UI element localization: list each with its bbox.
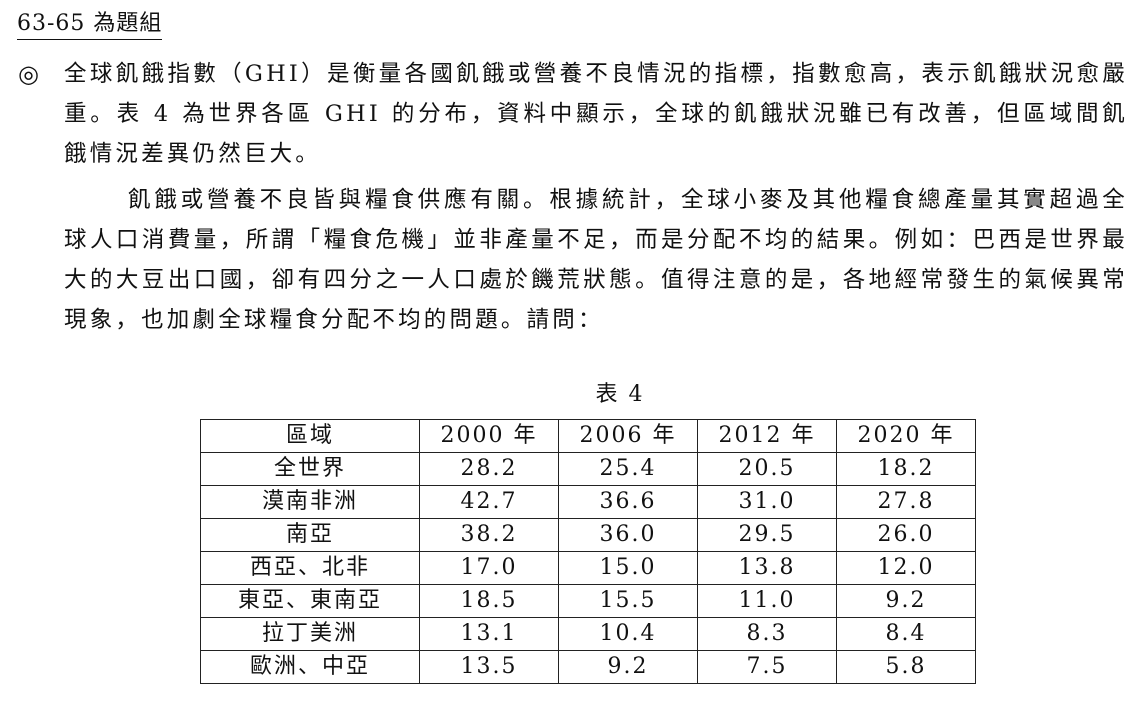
value-cell: 36.6 bbox=[558, 485, 698, 519]
region-cell: 拉丁美洲 bbox=[200, 617, 420, 651]
value-cell: 28.2 bbox=[419, 452, 559, 486]
context-paragraph: 飢餓或營養不良皆與糧食供應有關。根據統計，全球小麥及其他糧食總產量其實超過全球人… bbox=[64, 187, 1128, 333]
table-row: 歐洲、中亞 13.5 9.2 7.5 5.8 bbox=[200, 650, 976, 684]
region-cell: 全世界 bbox=[200, 452, 420, 486]
value-cell: 38.2 bbox=[419, 518, 559, 552]
table-row: 漠南非洲 42.7 36.6 31.0 27.8 bbox=[200, 485, 976, 519]
header-cell: 2006 年 bbox=[558, 419, 698, 453]
value-cell: 12.0 bbox=[836, 551, 976, 585]
value-cell: 26.0 bbox=[836, 518, 976, 552]
value-cell: 10.4 bbox=[558, 617, 698, 651]
value-cell: 13.8 bbox=[697, 551, 837, 585]
value-cell: 13.1 bbox=[419, 617, 559, 651]
value-cell: 29.5 bbox=[697, 518, 837, 552]
value-cell: 5.8 bbox=[836, 650, 976, 684]
value-cell: 18.5 bbox=[419, 584, 559, 618]
value-cell: 11.0 bbox=[697, 584, 837, 618]
value-cell: 17.0 bbox=[419, 551, 559, 585]
question-group-title: 63-65 為題組 bbox=[17, 10, 163, 40]
table-row: 西亞、北非 17.0 15.0 13.8 12.0 bbox=[200, 551, 976, 585]
header-cell: 2020 年 bbox=[836, 419, 976, 453]
value-cell: 31.0 bbox=[697, 485, 837, 519]
value-cell: 25.4 bbox=[558, 452, 698, 486]
value-cell: 15.5 bbox=[558, 584, 698, 618]
value-cell: 15.0 bbox=[558, 551, 698, 585]
value-cell: 8.4 bbox=[836, 617, 976, 651]
value-cell: 9.2 bbox=[836, 584, 976, 618]
header-cell: 2012 年 bbox=[697, 419, 837, 453]
table-caption: 表 4 bbox=[595, 382, 645, 407]
value-cell: 8.3 bbox=[697, 617, 837, 651]
table-row: 南亞 38.2 36.0 29.5 26.0 bbox=[200, 518, 976, 552]
table-header-row: 區域 2000 年 2006 年 2012 年 2020 年 bbox=[200, 419, 976, 453]
region-cell: 東亞、東南亞 bbox=[200, 584, 420, 618]
value-cell: 42.7 bbox=[419, 485, 559, 519]
table-row: 東亞、東南亞 18.5 15.5 11.0 9.2 bbox=[200, 584, 976, 618]
value-cell: 7.5 bbox=[697, 650, 837, 684]
intro-paragraph: 全球飢餓指數（GHI）是衡量各國飢餓或營養不良情況的指標，指數愈高，表示飢餓狀況… bbox=[64, 61, 1128, 167]
ghi-table: 區域 2000 年 2006 年 2012 年 2020 年 全世界 28.2 … bbox=[200, 419, 976, 684]
value-cell: 27.8 bbox=[836, 485, 976, 519]
header-cell: 2000 年 bbox=[419, 419, 559, 453]
header-cell: 區域 bbox=[200, 419, 420, 453]
region-cell: 漠南非洲 bbox=[200, 485, 420, 519]
region-cell: 南亞 bbox=[200, 518, 420, 552]
value-cell: 18.2 bbox=[836, 452, 976, 486]
region-cell: 西亞、北非 bbox=[200, 551, 420, 585]
table-row: 拉丁美洲 13.1 10.4 8.3 8.4 bbox=[200, 617, 976, 651]
value-cell: 13.5 bbox=[419, 650, 559, 684]
value-cell: 36.0 bbox=[558, 518, 698, 552]
value-cell: 9.2 bbox=[558, 650, 698, 684]
table-row: 全世界 28.2 25.4 20.5 18.2 bbox=[200, 452, 976, 486]
double-circle-icon: ◎ bbox=[18, 60, 39, 88]
value-cell: 20.5 bbox=[697, 452, 837, 486]
region-cell: 歐洲、中亞 bbox=[200, 650, 420, 684]
